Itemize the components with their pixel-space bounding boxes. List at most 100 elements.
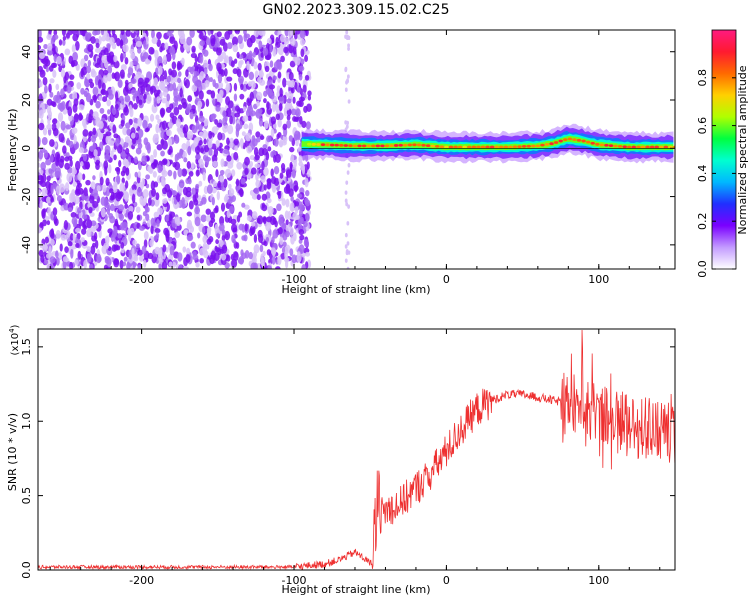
noise-speckle bbox=[244, 249, 250, 259]
noise-speckle bbox=[95, 162, 100, 171]
noise-speckle bbox=[277, 45, 285, 56]
noise-speckle bbox=[70, 248, 74, 259]
noise-speckle bbox=[130, 132, 136, 139]
noise-speckle bbox=[282, 123, 288, 131]
noise-speckle bbox=[190, 241, 196, 249]
snr-frame bbox=[37, 328, 676, 571]
noise-speckle bbox=[52, 207, 58, 216]
noise-speckle bbox=[215, 104, 221, 112]
noise-speckle bbox=[100, 207, 106, 218]
noise-speckle bbox=[275, 36, 279, 46]
noise-speckle bbox=[192, 251, 197, 257]
signal-ridge bbox=[576, 138, 582, 142]
noise-speckle bbox=[69, 261, 74, 269]
noise-speckle bbox=[111, 244, 117, 252]
noise-speckle bbox=[38, 59, 41, 66]
noise-speckle bbox=[307, 94, 312, 101]
noise-speckle bbox=[96, 185, 101, 192]
noise-speckle bbox=[199, 71, 205, 81]
noise-speckle bbox=[149, 113, 155, 122]
noise-speckle bbox=[174, 231, 180, 239]
noise-speckle bbox=[256, 136, 261, 143]
noise-speckle bbox=[210, 34, 216, 45]
noise-speckle bbox=[159, 75, 165, 83]
noise-speckle bbox=[109, 36, 115, 46]
noise-speckle bbox=[224, 68, 228, 77]
noise-speckle bbox=[130, 52, 136, 60]
noise-speckle bbox=[72, 51, 79, 62]
noise-speckle bbox=[131, 184, 137, 191]
noise-speckle bbox=[270, 168, 274, 177]
signal-ridge bbox=[316, 143, 321, 146]
noise-speckle bbox=[137, 142, 143, 150]
noise-speckle bbox=[270, 92, 275, 100]
noise-speckle bbox=[270, 116, 277, 125]
noise-speckle bbox=[222, 123, 228, 133]
noise-speckle bbox=[206, 226, 212, 233]
noise-speckle bbox=[272, 75, 277, 81]
noise-speckle bbox=[233, 151, 239, 161]
noise-speckle bbox=[186, 222, 193, 230]
noise-speckle bbox=[136, 95, 140, 104]
noise-speckle bbox=[160, 108, 165, 118]
noise-speckle bbox=[64, 162, 70, 170]
noise-speckle bbox=[38, 44, 42, 51]
noise-speckle bbox=[60, 88, 65, 98]
noise-speckle bbox=[177, 104, 183, 110]
noise-speckle bbox=[94, 239, 99, 249]
noise-speckle bbox=[52, 62, 58, 68]
noise-speckle bbox=[246, 215, 252, 222]
noise-speckle bbox=[87, 202, 94, 209]
noise-streak bbox=[347, 99, 351, 104]
noise-speckle bbox=[155, 192, 160, 201]
noise-speckle bbox=[231, 223, 238, 233]
noise-speckle bbox=[219, 38, 226, 46]
noise-speckle bbox=[231, 234, 236, 244]
colorbar-label: Normalized spectral amplitude bbox=[736, 65, 749, 234]
noise-speckle bbox=[276, 203, 282, 212]
noise-speckle bbox=[93, 149, 98, 157]
noise-speckle bbox=[38, 136, 41, 147]
noise-speckle bbox=[211, 196, 215, 206]
noise-speckle bbox=[153, 211, 159, 219]
noise-speckle bbox=[290, 86, 295, 94]
snr-multiplier-exp: 4 bbox=[8, 328, 16, 333]
signal-ridge bbox=[553, 141, 559, 144]
noise-speckle bbox=[77, 172, 83, 182]
noise-speckle bbox=[167, 137, 173, 147]
noise-streak bbox=[347, 163, 351, 168]
noise-speckle bbox=[242, 106, 247, 112]
noise-speckle bbox=[285, 198, 290, 208]
noise-speckle bbox=[124, 136, 131, 143]
noise-speckle bbox=[270, 128, 275, 138]
noise-speckle bbox=[104, 166, 108, 176]
noise-speckle bbox=[279, 172, 284, 179]
noise-speckle bbox=[43, 244, 48, 251]
noise-speckle bbox=[46, 175, 51, 182]
noise-speckle bbox=[60, 120, 66, 131]
noise-speckle bbox=[187, 178, 192, 185]
noise-speckle bbox=[195, 261, 200, 268]
noise-speckle bbox=[169, 36, 176, 44]
noise-speckle bbox=[41, 210, 46, 219]
noise-speckle bbox=[107, 65, 113, 74]
noise-speckle bbox=[198, 90, 204, 100]
noise-speckle bbox=[113, 60, 120, 69]
noise-speckle bbox=[206, 243, 210, 250]
noise-speckle bbox=[38, 175, 44, 181]
noise-speckle bbox=[244, 156, 250, 166]
noise-speckle bbox=[49, 256, 56, 264]
signal-ridge bbox=[549, 142, 554, 146]
noise-speckle bbox=[103, 47, 109, 56]
noise-speckle bbox=[230, 218, 237, 225]
noise-speckle bbox=[114, 103, 119, 110]
snr-multiplier: (x104) bbox=[8, 324, 21, 355]
noise-speckle bbox=[284, 102, 291, 111]
noise-speckle bbox=[297, 146, 302, 152]
noise-speckle bbox=[116, 174, 121, 185]
signal-ridge bbox=[668, 145, 673, 149]
noise-speckle bbox=[228, 56, 233, 62]
noise-speckle bbox=[43, 44, 48, 50]
noise-speckle bbox=[200, 147, 205, 154]
noise-speckle bbox=[274, 153, 281, 164]
